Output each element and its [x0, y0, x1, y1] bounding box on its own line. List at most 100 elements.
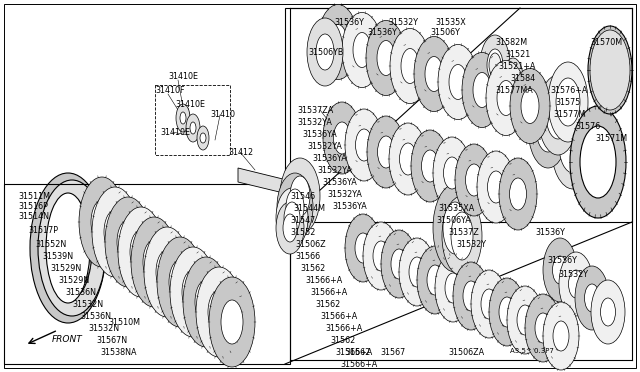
Text: 31576+A: 31576+A [550, 86, 588, 95]
Ellipse shape [438, 45, 478, 119]
Text: 31532Y: 31532Y [456, 240, 486, 249]
Ellipse shape [509, 178, 527, 210]
Ellipse shape [488, 171, 504, 203]
Text: 31544M: 31544M [293, 204, 325, 213]
Ellipse shape [118, 207, 164, 297]
Text: FRONT: FRONT [52, 335, 83, 344]
Ellipse shape [538, 75, 578, 155]
Ellipse shape [435, 254, 471, 322]
Text: 31506ZA: 31506ZA [448, 348, 484, 357]
Ellipse shape [548, 62, 588, 142]
Ellipse shape [156, 250, 178, 294]
Text: 31506Z: 31506Z [295, 240, 326, 249]
Ellipse shape [208, 290, 230, 334]
Ellipse shape [528, 88, 568, 168]
Text: 31532YA: 31532YA [307, 142, 342, 151]
Text: 31537Z: 31537Z [448, 228, 479, 237]
Ellipse shape [543, 302, 579, 370]
Ellipse shape [477, 151, 515, 223]
Ellipse shape [433, 184, 477, 272]
Ellipse shape [442, 196, 482, 276]
Ellipse shape [130, 230, 152, 274]
Text: 31539N: 31539N [42, 252, 73, 261]
Text: 31536YA: 31536YA [302, 130, 337, 139]
Ellipse shape [444, 157, 461, 189]
Ellipse shape [221, 300, 243, 344]
Ellipse shape [580, 126, 616, 198]
Text: 31566+A: 31566+A [305, 276, 342, 285]
Ellipse shape [584, 284, 600, 312]
Text: 31567: 31567 [380, 348, 405, 357]
Text: 31535XA: 31535XA [438, 204, 474, 213]
Ellipse shape [183, 257, 229, 347]
Text: 31536Y: 31536Y [367, 28, 397, 37]
Text: 31536Y: 31536Y [334, 18, 364, 27]
Text: 31514N: 31514N [18, 212, 49, 221]
Ellipse shape [591, 280, 625, 344]
Ellipse shape [276, 202, 304, 254]
Ellipse shape [381, 230, 417, 298]
Ellipse shape [182, 270, 204, 314]
Ellipse shape [588, 26, 632, 114]
Text: 31571M: 31571M [595, 134, 627, 143]
Text: 31410E: 31410E [175, 100, 205, 109]
Text: 31506YA: 31506YA [436, 216, 471, 225]
Ellipse shape [91, 200, 113, 244]
Ellipse shape [411, 130, 449, 202]
Ellipse shape [427, 265, 443, 295]
Ellipse shape [486, 61, 526, 135]
Ellipse shape [559, 252, 593, 316]
Text: 31532Y: 31532Y [388, 18, 418, 27]
Ellipse shape [38, 180, 106, 316]
Ellipse shape [433, 137, 471, 209]
Text: 31562: 31562 [300, 264, 325, 273]
Ellipse shape [600, 298, 616, 326]
Ellipse shape [200, 133, 206, 143]
Text: 31552: 31552 [290, 228, 316, 237]
Ellipse shape [104, 210, 126, 254]
Text: 31584: 31584 [510, 74, 535, 83]
Text: 31536Y: 31536Y [535, 228, 565, 237]
Text: 31570M: 31570M [590, 38, 622, 47]
Ellipse shape [170, 247, 216, 337]
Text: 31511M: 31511M [18, 192, 50, 201]
Ellipse shape [543, 238, 577, 302]
Text: 31532N: 31532N [72, 300, 103, 309]
Text: 31582M: 31582M [495, 38, 527, 47]
Ellipse shape [389, 123, 427, 195]
Ellipse shape [535, 313, 551, 343]
Ellipse shape [425, 57, 443, 92]
Text: 31535X: 31535X [435, 18, 466, 27]
Ellipse shape [117, 220, 139, 264]
Text: 31532N: 31532N [88, 324, 119, 333]
Text: 31412: 31412 [228, 148, 253, 157]
Ellipse shape [559, 117, 587, 173]
Ellipse shape [46, 193, 90, 303]
Ellipse shape [449, 64, 467, 99]
Text: 31576: 31576 [575, 122, 600, 131]
Ellipse shape [355, 129, 372, 161]
Ellipse shape [209, 277, 255, 367]
Ellipse shape [196, 267, 242, 357]
Ellipse shape [414, 36, 454, 112]
Text: 31552N: 31552N [35, 240, 67, 249]
Ellipse shape [417, 246, 453, 314]
Ellipse shape [176, 104, 190, 132]
Bar [285, 8, 632, 222]
Ellipse shape [355, 233, 371, 263]
Ellipse shape [455, 144, 493, 216]
Text: 31536YA: 31536YA [322, 178, 356, 187]
Ellipse shape [553, 321, 569, 351]
Ellipse shape [422, 150, 438, 182]
Text: 31577M: 31577M [553, 110, 585, 119]
Text: 31410E: 31410E [160, 128, 190, 137]
Ellipse shape [499, 158, 537, 230]
Text: 31536N: 31536N [80, 312, 111, 321]
Ellipse shape [180, 112, 186, 124]
Text: 31566+A: 31566+A [320, 312, 357, 321]
Ellipse shape [499, 297, 515, 327]
Ellipse shape [481, 289, 497, 319]
Ellipse shape [598, 46, 622, 94]
Text: 31536Y: 31536Y [547, 256, 577, 265]
Ellipse shape [284, 202, 300, 234]
